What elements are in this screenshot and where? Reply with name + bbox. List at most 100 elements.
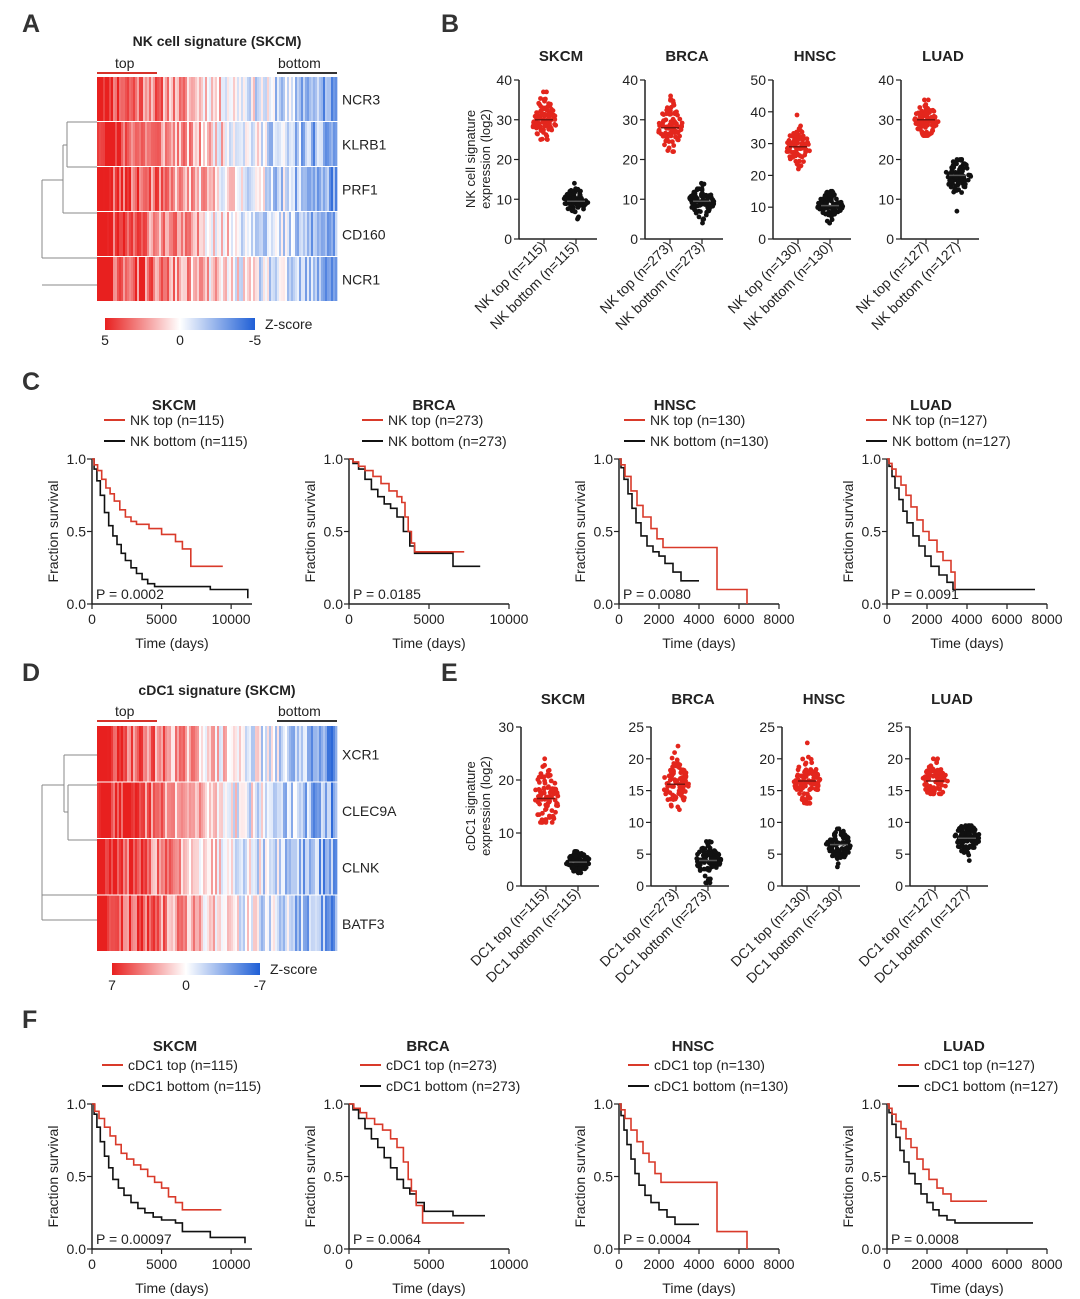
heatmap-cell [169, 212, 172, 256]
colorbar-tick: 0 [182, 977, 190, 993]
data-point [960, 843, 965, 849]
heatmap-cell [255, 77, 258, 121]
heatmap-cell [161, 257, 164, 301]
heatmap-cell [231, 726, 234, 782]
scatter-b-skcm-ytick-label: 30 [496, 112, 512, 128]
data-point [662, 775, 667, 780]
heatmap-cell [281, 122, 284, 166]
data-point [543, 806, 549, 812]
heatmap-cell [113, 782, 116, 838]
heatmap-cell [179, 77, 182, 121]
data-point [820, 210, 826, 216]
heatmap-cell [335, 895, 338, 951]
heatmap-cell [153, 212, 156, 256]
scatter-e-brca-top-points [661, 743, 691, 813]
data-point [824, 189, 830, 195]
data-point [798, 787, 804, 793]
heatmap-cell [333, 122, 336, 166]
heatmap-cell [99, 839, 102, 895]
heatmap-cell [235, 726, 238, 782]
heatmap-cell [321, 839, 324, 895]
data-point [954, 208, 960, 214]
heatmap-cell [265, 122, 268, 166]
heatmap-cell [303, 212, 306, 256]
heatmap-cell [195, 257, 198, 301]
heatmap-cell [321, 122, 324, 166]
heatmap-cell [99, 257, 102, 301]
data-point [536, 812, 542, 817]
heatmap-cell [203, 726, 206, 782]
km-f-luad-xtick-label: 6000 [991, 1256, 1022, 1272]
km-c-brca-xtick-label: 5000 [413, 611, 444, 627]
heatmap-cell [273, 167, 276, 211]
scatter-e-hnsc-ytick-label: 20 [759, 751, 775, 767]
heatmap-cell [157, 895, 160, 951]
heatmap-cell [171, 839, 174, 895]
heatmap-cell [317, 895, 320, 951]
km-c-luad-legend-label: NK bottom (n=127) [892, 433, 1011, 449]
km-c-hnsc-ytick-label: 0.5 [594, 524, 614, 540]
data-point [799, 129, 805, 135]
heatmap-cell [183, 895, 186, 951]
data-point [547, 123, 552, 128]
data-point [671, 120, 677, 126]
heatmap-cell [223, 895, 226, 951]
heatmap-cell [99, 122, 102, 166]
heatmap-cell [219, 122, 222, 166]
data-point [966, 858, 972, 863]
heatmap-cell [307, 782, 310, 838]
km-f-luad-ytick-label: 1.0 [862, 1096, 882, 1112]
data-point [930, 107, 936, 113]
heatmap-cell [99, 212, 102, 256]
heatmap-cell [209, 167, 212, 211]
heatmap-cell [217, 839, 220, 895]
heatmap-cell [297, 782, 300, 838]
heatmap-cell [181, 122, 184, 166]
heatmap-cell [229, 212, 232, 256]
km-c-brca-pvalue: P = 0.0185 [353, 586, 421, 602]
heatmap-cell [249, 782, 252, 838]
data-point [795, 772, 801, 778]
heatmap-cell [243, 839, 246, 895]
heatmap-cell [143, 167, 146, 211]
km-f-skcm-curve-bottom [92, 1103, 246, 1244]
scatter-e-brca-ytick-label: 15 [628, 783, 644, 799]
heatmap-cell [199, 726, 202, 782]
km-f-skcm-legend-label: cDC1 top (n=115) [128, 1057, 238, 1073]
data-point [581, 206, 586, 212]
heatmap-cell [291, 895, 294, 951]
data-point [672, 750, 677, 755]
heatmap-cell [321, 726, 324, 782]
km-c-hnsc-ytick-label: 1.0 [594, 451, 614, 467]
heatmap-cell [163, 77, 166, 121]
km-c-brca-legend-label: NK bottom (n=273) [388, 433, 507, 449]
heatmap-cell [305, 895, 308, 951]
data-point [959, 848, 964, 854]
heatmap-cell [305, 726, 308, 782]
heatmap-cell [183, 257, 186, 301]
heatmap-cell [239, 167, 242, 211]
heatmap-cell [179, 167, 182, 211]
heatmap-cell [251, 257, 254, 301]
scatter-b-brca-ytick-label: 30 [622, 112, 638, 128]
scatter-ylabel-line: cDC1 signature [463, 761, 478, 851]
heatmap-cell [299, 122, 302, 166]
heatmap-cell [221, 895, 224, 951]
heatmap-cell [253, 895, 256, 951]
heatmap-cell [335, 212, 338, 256]
data-point [926, 770, 932, 776]
data-point [791, 153, 797, 159]
scatter-panel-e: cDC1 signatureexpression (log2)SKCM01020… [463, 691, 988, 986]
heatmap-cell [309, 782, 312, 838]
data-point [797, 791, 802, 796]
heatmap-cell [115, 212, 118, 256]
km-f-brca-xlabel: Time (days) [392, 1280, 465, 1296]
heatmap-cell [231, 839, 234, 895]
heatmap-cell [149, 77, 152, 121]
heatmap-cell [157, 782, 160, 838]
heatmap-cell [307, 895, 310, 951]
data-point [710, 864, 716, 869]
heatmap-cell [191, 839, 194, 895]
km-c-skcm-ytick-label: 0.0 [67, 596, 87, 612]
